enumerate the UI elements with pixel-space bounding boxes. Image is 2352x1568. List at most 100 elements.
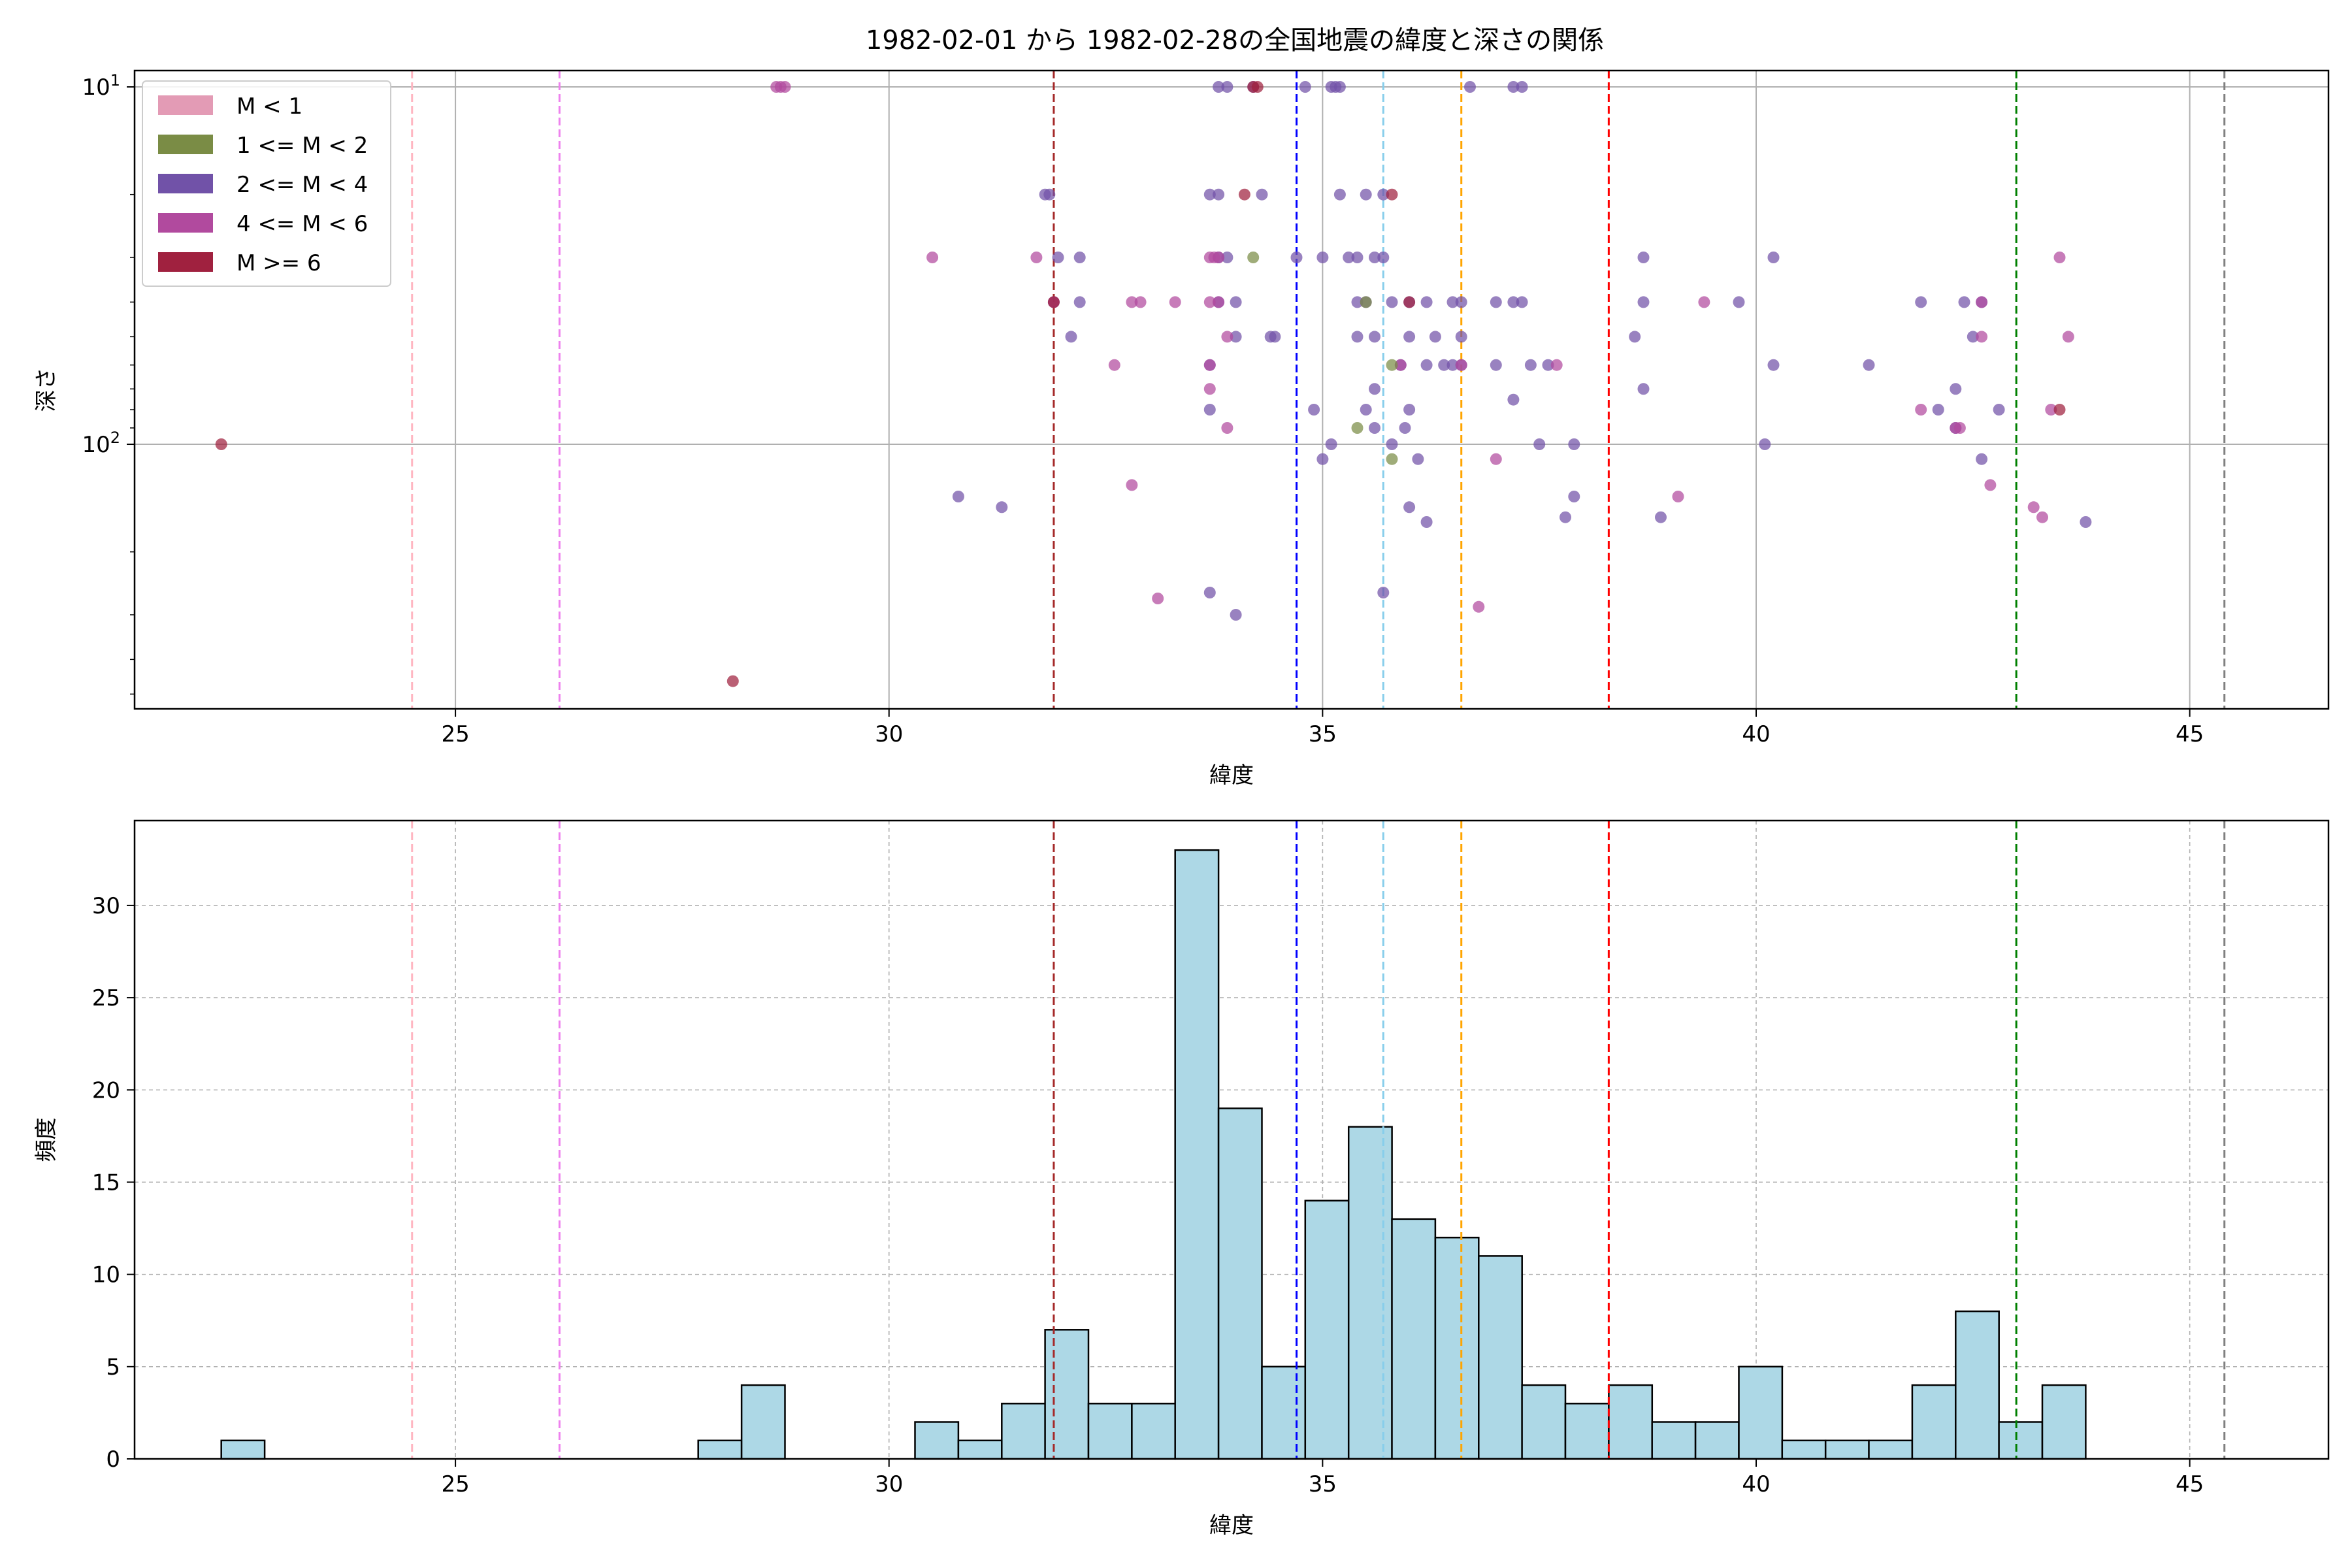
scatter-point: [1976, 296, 1988, 308]
histogram-x-tick-label: 45: [2176, 1471, 2204, 1497]
scatter-point: [952, 491, 964, 502]
scatter-point: [1568, 438, 1580, 450]
scatter-point: [1672, 491, 1684, 502]
scatter-point: [1507, 81, 1520, 93]
histogram-bar: [1738, 1365, 1784, 1460]
scatter-point: [1247, 252, 1260, 263]
scatter-point: [1269, 331, 1281, 343]
scatter-point: [1490, 453, 1502, 465]
histogram-bar: [1261, 1365, 1307, 1460]
scatter-point: [1221, 81, 1233, 93]
histogram-bar: [1998, 1421, 2044, 1460]
histogram-bar: [1347, 1126, 1393, 1460]
scatter-point: [2062, 331, 2074, 343]
histogram-x-tick-label: 30: [875, 1471, 903, 1497]
scatter-point: [1420, 359, 1433, 371]
scatter-point: [1256, 188, 1268, 201]
scatter-point: [2045, 404, 2057, 416]
histogram-y-tick-label: 25: [92, 985, 120, 1011]
scatter-point: [1360, 404, 1372, 416]
scatter-point: [1550, 359, 1563, 371]
histogram-bar: [914, 1421, 960, 1460]
scatter-point: [1230, 331, 1242, 343]
histogram-y-tick-label: 0: [106, 1446, 120, 1473]
scatter-point: [926, 252, 939, 263]
scatter-point: [1213, 188, 1225, 201]
scatter-point: [1369, 331, 1380, 343]
scatter-point: [1213, 81, 1225, 93]
scatter-point: [1446, 296, 1459, 308]
scatter-point: [1238, 188, 1250, 201]
scatter-point: [2027, 501, 2040, 514]
legend-label: M < 1: [237, 93, 302, 120]
legend-entries: M < 1 1 <= M < 2 2 <= M < 4 4 <= M < 6 M >= …: [158, 93, 368, 276]
legend-swatch: [158, 213, 213, 233]
scatter-point: [1221, 252, 1233, 263]
scatter-x-tick-label: 45: [2176, 721, 2204, 747]
scatter-point: [2053, 252, 2066, 263]
legend-swatch: [158, 174, 213, 193]
scatter-point: [1360, 296, 1372, 308]
scatter-point: [1976, 331, 1988, 343]
legend-label: M >= 6: [237, 250, 321, 276]
scatter-point: [779, 81, 791, 93]
scatter-point: [1490, 296, 1502, 308]
histogram-bar: [1087, 1403, 1133, 1460]
histogram-reference-lines: [411, 821, 2226, 1459]
scatter-point: [1490, 359, 1502, 371]
histogram-bar: [220, 1439, 266, 1460]
scatter-point: [1542, 359, 1554, 371]
scatter-point: [1169, 296, 1181, 308]
histogram-x-axis-label: 緯度: [1209, 1512, 1254, 1539]
scatter-point: [1932, 404, 1944, 416]
scatter-point: [1533, 438, 1546, 450]
scatter-point: [1637, 383, 1650, 395]
scatter-point: [1230, 609, 1242, 621]
histogram-bar: [740, 1384, 786, 1460]
legend-swatch: [158, 252, 213, 272]
scatter-point: [1698, 296, 1710, 308]
scatter-point: [1343, 252, 1355, 263]
scatter-point: [1203, 383, 1216, 395]
histogram-bar: [1174, 849, 1220, 1460]
scatter-point: [1213, 252, 1225, 263]
scatter-point: [1030, 252, 1043, 263]
scatter-point: [1403, 331, 1416, 343]
scatter-point: [1637, 296, 1650, 308]
scatter-point: [1637, 252, 1650, 263]
scatter-point: [1507, 296, 1520, 308]
scatter-point: [1915, 404, 1927, 416]
scatter-point: [1560, 511, 1571, 523]
scatter-point: [1377, 252, 1390, 263]
scatter-points: [215, 81, 2092, 687]
scatter-point: [1399, 422, 1411, 434]
scatter-point: [1386, 359, 1398, 371]
scatter-point: [1516, 296, 1528, 308]
scatter-point: [1386, 296, 1398, 308]
scatter-point: [1420, 516, 1433, 528]
scatter-point: [1360, 188, 1372, 201]
scatter-point: [1958, 296, 1970, 308]
scatter-point: [1568, 491, 1580, 502]
histogram-bar: [1564, 1403, 1610, 1460]
scatter-point: [1464, 81, 1476, 93]
scatter-point: [1386, 453, 1398, 465]
scatter-point: [1759, 438, 1771, 450]
scatter-point: [1377, 188, 1390, 201]
histogram-bar: [697, 1439, 743, 1460]
scatter-plot-frame: [133, 69, 2330, 710]
scatter-point: [1412, 453, 1424, 465]
scatter-point: [1429, 331, 1441, 343]
histogram-bar: [1911, 1384, 1957, 1460]
scatter-point: [1507, 393, 1520, 406]
histogram-y-tick-label: 5: [106, 1354, 120, 1380]
scatter-x-tick-label: 25: [441, 721, 469, 747]
scatter-x-axis-label: 緯度: [1209, 762, 1254, 789]
legend-label: 4 <= M < 6: [237, 211, 368, 237]
scatter-point: [1126, 479, 1138, 491]
histogram-bar: [1001, 1403, 1046, 1460]
scatter-point: [1299, 81, 1311, 93]
histogram-bars: [220, 849, 2087, 1460]
